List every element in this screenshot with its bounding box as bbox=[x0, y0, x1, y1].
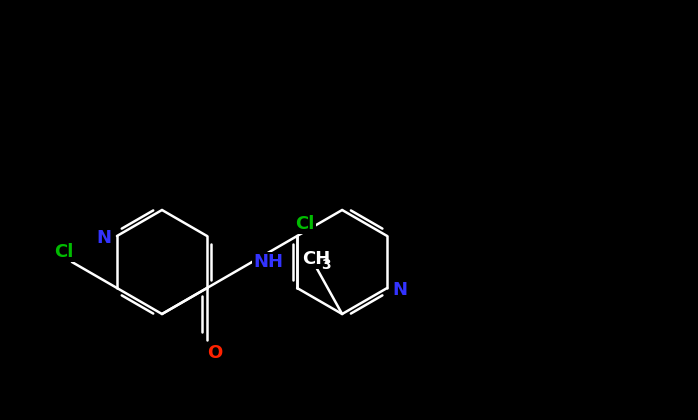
Text: O: O bbox=[207, 344, 223, 362]
Text: CH: CH bbox=[302, 250, 330, 268]
Text: 3: 3 bbox=[321, 258, 331, 272]
Text: N: N bbox=[393, 281, 408, 299]
Text: Cl: Cl bbox=[295, 215, 315, 233]
Text: NH: NH bbox=[253, 253, 283, 271]
Text: N: N bbox=[96, 229, 112, 247]
Text: Cl: Cl bbox=[54, 243, 73, 261]
